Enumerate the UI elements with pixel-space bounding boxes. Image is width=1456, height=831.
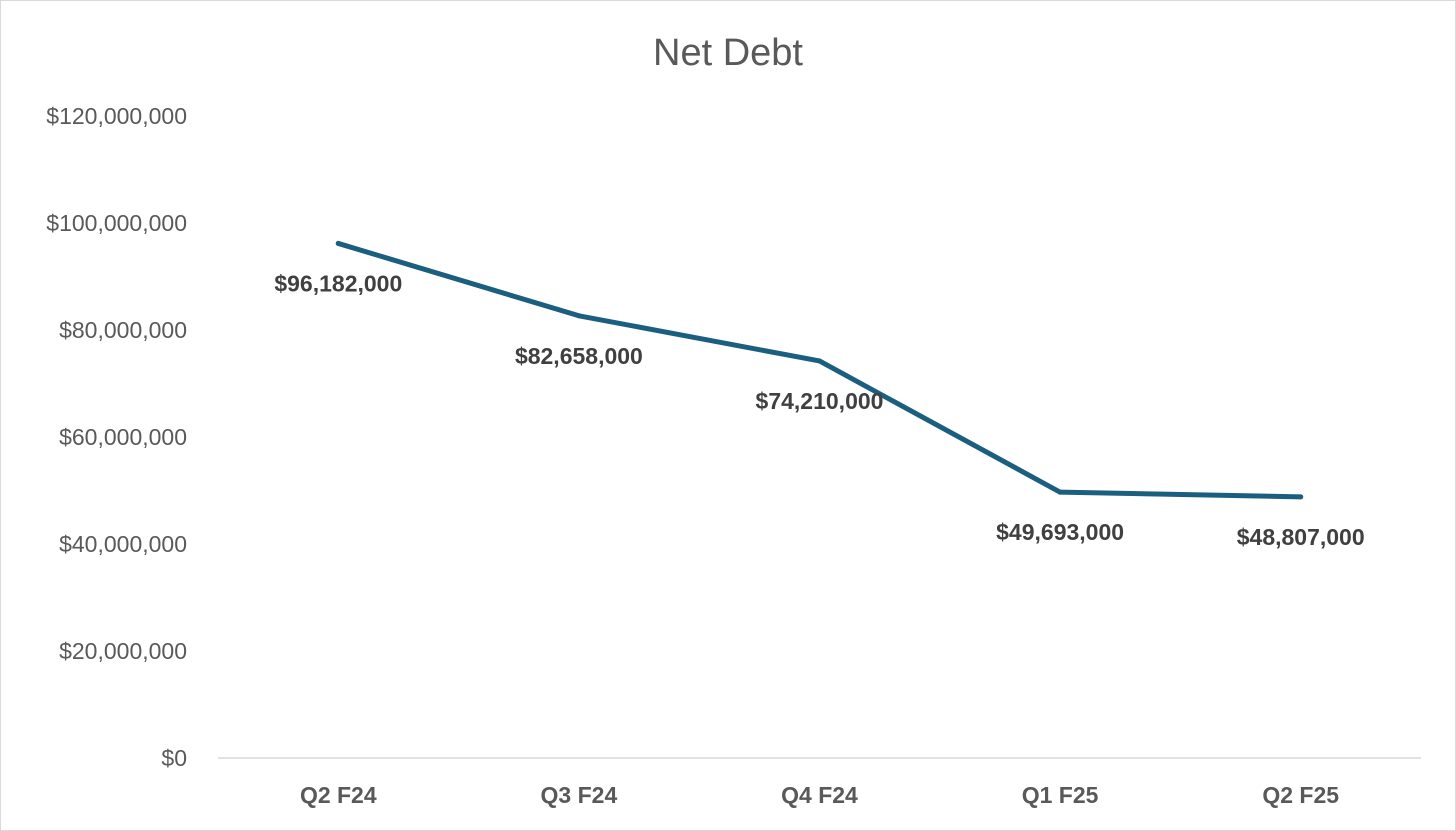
- data-label: $48,807,000: [1237, 524, 1365, 550]
- chart-title: Net Debt: [653, 32, 803, 74]
- x-tick-label: Q3 F24: [541, 782, 618, 808]
- series-line-segment: [335, 240, 582, 319]
- x-tick-label: Q1 F25: [1022, 782, 1099, 808]
- data-labels: $96,182,000 $82,658,000 $74,210,000 $49,693…: [274, 270, 1364, 549]
- x-tick-label: Q4 F24: [781, 782, 858, 808]
- y-tick-label: $60,000,000: [59, 424, 187, 450]
- x-tick-label: Q2 F24: [300, 782, 377, 808]
- data-point: [1057, 489, 1063, 495]
- series-line-segment: [817, 358, 1063, 495]
- data-label: $96,182,000: [274, 270, 402, 296]
- y-tick-label: $40,000,000: [59, 531, 187, 557]
- data-label: $82,658,000: [515, 343, 643, 369]
- y-tick-label: $20,000,000: [59, 638, 187, 664]
- data-label: $49,693,000: [996, 519, 1124, 545]
- data-point: [576, 313, 582, 319]
- y-tick-label: $0: [161, 745, 187, 771]
- series-lines: [335, 240, 1304, 500]
- series-line-segment: [576, 313, 822, 364]
- data-point: [817, 358, 822, 364]
- data-label: $74,210,000: [756, 388, 884, 414]
- x-axis-ticks: Q2 F24 Q3 F24 Q4 F24 Q1 F25 Q2 F25: [300, 782, 1339, 808]
- data-point: [335, 240, 341, 246]
- data-point: [1298, 494, 1304, 500]
- y-tick-label: $80,000,000: [59, 317, 187, 343]
- series-line-segment: [1057, 489, 1304, 500]
- y-axis-ticks: $0 $20,000,000 $40,000,000 $60,000,000 $80,0…: [46, 103, 187, 771]
- y-tick-label: $100,000,000: [46, 210, 187, 236]
- y-tick-label: $120,000,000: [46, 103, 187, 129]
- x-tick-label: Q2 F25: [1262, 782, 1339, 808]
